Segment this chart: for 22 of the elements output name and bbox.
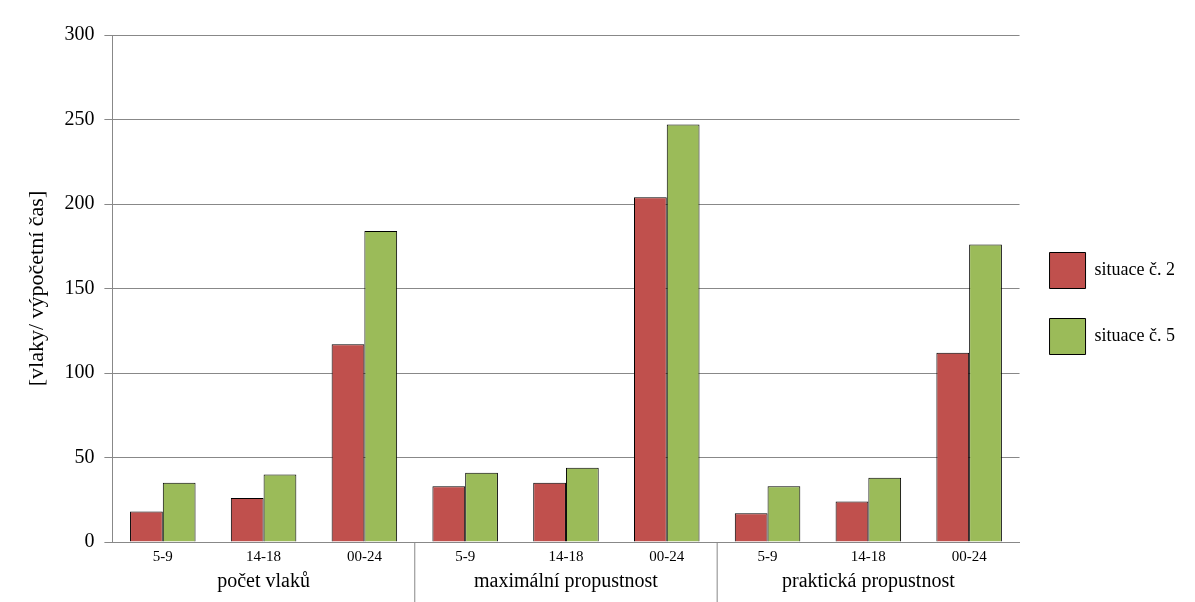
text: praktická propustnost	[781, 569, 956, 593]
x-tick-label: 14-18	[548, 547, 584, 564]
x-tick-label: 00-24	[649, 547, 685, 564]
y-tick-label: 300	[64, 22, 95, 45]
y-axis-title: [vlaky/ výpočetní čas]	[22, 190, 48, 387]
y-tick-label: 150	[64, 275, 95, 298]
legend-label: situace č. 2	[1094, 259, 1175, 280]
x-tick-label: 00-24	[951, 547, 988, 564]
legend-label: situace č. 5	[1094, 325, 1175, 346]
text: počet vlaků	[217, 569, 310, 593]
y-tick-label: 250	[64, 106, 95, 129]
x-tick-label: 14-18	[246, 547, 282, 564]
y-tick-label: 50	[74, 444, 95, 467]
text: maximální propustnost	[474, 569, 659, 593]
y-tick-label: 0	[84, 529, 95, 552]
x-tick-label: 14-18	[850, 547, 886, 564]
y-tick-label: 200	[64, 191, 95, 214]
y-tick-label: 100	[64, 360, 95, 383]
x-tick-label: 5-9	[152, 547, 173, 564]
x-tick-label: 00-24	[346, 547, 383, 564]
x-tick-label: 5-9	[757, 547, 778, 564]
x-tick-label: 5-9	[455, 547, 476, 564]
